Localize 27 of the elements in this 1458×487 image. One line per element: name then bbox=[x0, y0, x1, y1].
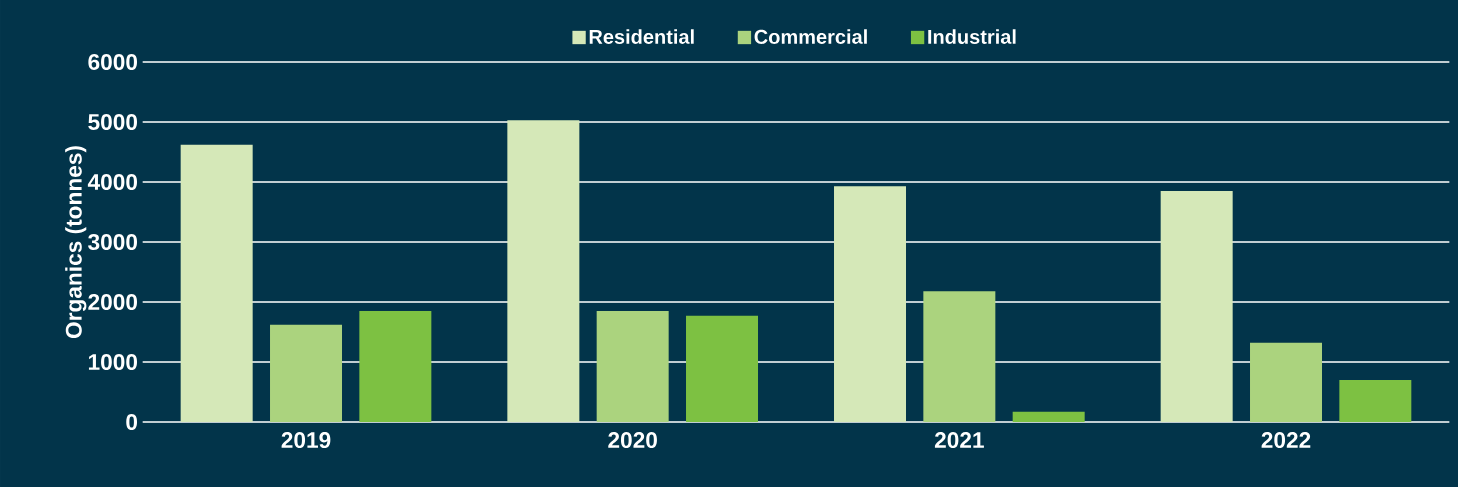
y-axis-title: Organics (tonnes) bbox=[65, 146, 87, 339]
y-tick-label: 1000 bbox=[88, 353, 138, 371]
bar bbox=[596, 311, 669, 422]
y-tick-label: 6000 bbox=[88, 53, 138, 71]
x-tick-label: 2021 bbox=[934, 432, 984, 449]
bar bbox=[1339, 380, 1412, 422]
y-tick-label: 3000 bbox=[88, 233, 138, 251]
bar bbox=[686, 315, 759, 422]
bar bbox=[180, 144, 253, 422]
legend-label: Residential bbox=[589, 29, 694, 44]
bar bbox=[507, 120, 580, 422]
legend-label: Industrial bbox=[928, 29, 1016, 44]
x-tick-label: 2022 bbox=[1261, 432, 1311, 449]
bar bbox=[1160, 191, 1233, 422]
bar bbox=[1250, 342, 1323, 422]
y-tick-label: 0 bbox=[126, 413, 138, 431]
x-tick-label: 2020 bbox=[608, 432, 657, 449]
bar bbox=[270, 324, 343, 422]
bar bbox=[1012, 411, 1085, 422]
y-tick-label: 4000 bbox=[87, 173, 138, 191]
x-tick-label: 2019 bbox=[281, 432, 331, 449]
bar bbox=[834, 186, 907, 422]
legend-label: Commercial bbox=[754, 29, 867, 44]
y-tick-label: 5000 bbox=[88, 113, 138, 131]
y-tick-label: 2000 bbox=[88, 293, 138, 311]
bar bbox=[359, 311, 432, 422]
bar bbox=[923, 291, 996, 422]
